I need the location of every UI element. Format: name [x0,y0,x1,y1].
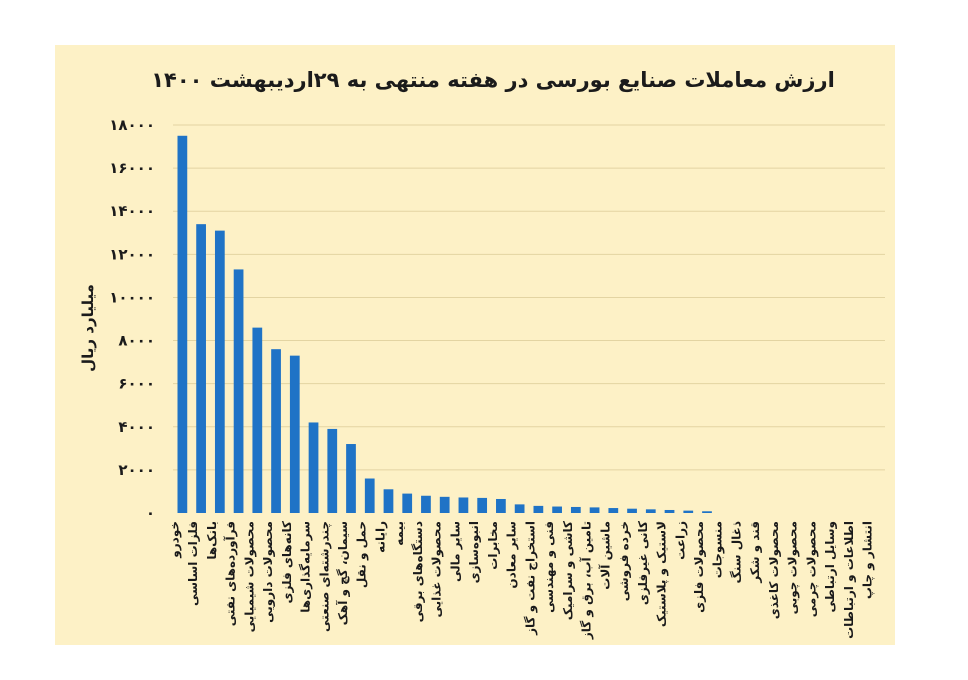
x-tick-label: زراعت [673,521,687,560]
y-tick-label: ۱۴۰۰۰ [109,202,155,220]
bar [627,508,637,513]
x-tick-label: قند و شکر [748,521,763,584]
chart-panel: ارزش معاملات صنایع بورسی در هفته منتهی ب… [55,45,895,645]
bar [589,507,600,513]
bar [233,269,244,513]
bar [664,509,675,513]
y-axis-title: میلیارد ریال [79,284,97,372]
bar [196,224,206,513]
x-tick-label: محصولات چرمی [804,521,819,617]
bar [570,506,581,513]
x-tick-label: محصولات شیمیایی [242,521,257,632]
x-tick-label: کاشی و سرامیک [561,521,576,620]
bar [252,327,263,513]
x-tick-label: محصولات چوبی [786,521,801,614]
y-tick-label: ۱۶۰۰۰ [109,159,155,177]
x-tick-label: لاستیک و پلاستیک [655,521,670,627]
x-tick-label: اطلاعات و ارتباطات [842,521,857,639]
x-tick-label: فرآورده‌های نفتی [223,521,239,626]
y-axis-ticks: ۰ ۲۰۰۰ ۴۰۰۰ ۶۰۰۰ ۸۰۰۰ ۱۰۰۰۰ ۱۲۰۰۰ ۱۴۰۰۰ ۱۶۰۰۰ ۱۸۰… [109,116,155,522]
bar [289,355,300,513]
x-tick-label: استخراج نفت و گاز [523,521,538,636]
x-tick-label: دستگاه‌های برقی [411,521,425,622]
y-tick-label: ۶۰۰۰ [118,375,155,393]
x-axis-labels: خودرو فلزات اساسی بانک‌ها فرآورده‌های نفتی م… [167,521,875,640]
x-tick-label: محصولات کاغذی [767,521,782,619]
x-tick-label: محصولات فلزی [692,521,707,613]
bars [177,135,712,513]
bar [308,422,319,513]
bar [271,349,281,513]
x-tick-label: سایر معادن [505,521,519,589]
y-tick-label: ۸۰۰۰ [118,332,155,350]
chart-title: ارزش معاملات صنایع بورسی در هفته منتهی ب… [151,68,835,92]
x-tick-label: خرده فروشی [617,521,632,601]
y-tick-label: ۲۰۰۰ [118,461,155,479]
bar [608,508,619,513]
x-tick-label: وسایل ارتباطی [823,521,838,613]
bar [364,478,375,513]
y-tick-label: ۱۰۰۰۰ [109,288,155,306]
bar [496,498,506,513]
bar [514,504,525,513]
x-tick-label: چندرشته‌ای صنعتی [317,521,331,632]
bar [702,511,712,513]
x-tick-label: تامین آب، برق و گاز [579,521,595,640]
bar [327,428,338,513]
bar [439,496,450,513]
x-tick-label: حمل و نقل [355,521,370,588]
y-tick-label: ۱۲۰۰۰ [109,245,155,263]
x-tick-label: کانه‌های فلزی [280,521,294,604]
x-tick-label: منسوجات [711,521,726,578]
y-tick-label: ۱۸۰۰۰ [109,116,155,134]
bar [533,505,544,513]
x-tick-label: محصولات غذایی [430,521,445,618]
bar [645,509,656,513]
x-tick-label: ماشین آلات [597,521,612,590]
x-tick-label: مخابرات [486,521,500,570]
y-tick-label: ۰ [146,504,155,522]
x-tick-label: فنی و مهندسی [542,521,557,613]
bar [346,444,356,513]
x-tick-label: محصولات دارویی [261,521,276,623]
x-tick-label: خودرو [167,521,182,559]
bar [177,135,188,513]
x-tick-label: فلزات اساسی [186,521,200,606]
bar [421,495,431,513]
x-tick-label: سیمان، گچ و آهک [335,521,351,625]
x-tick-label: سرمایه‌گذاری‌ها [299,521,313,613]
bar [683,510,694,513]
bar [458,497,469,513]
bar-chart: ارزش معاملات صنایع بورسی در هفته منتهی ب… [79,68,885,640]
x-tick-label: بیمه [392,521,406,546]
bar [402,493,413,513]
x-tick-label: بانک‌ها [205,521,219,560]
bar [383,489,394,513]
bar [214,230,225,513]
x-tick-label: کانی غیرفلزی [636,521,650,605]
x-tick-label: سایر مالی [448,521,462,582]
x-tick-label: ذغال سنگ [729,521,743,583]
x-tick-label: انبوه‌سازی [467,521,482,583]
bar [552,506,562,513]
y-tick-label: ۴۰۰۰ [118,418,155,436]
bar [477,497,488,513]
x-tick-label: رایانه [373,521,387,553]
x-tick-label: انتشار و چاپ [861,521,876,599]
